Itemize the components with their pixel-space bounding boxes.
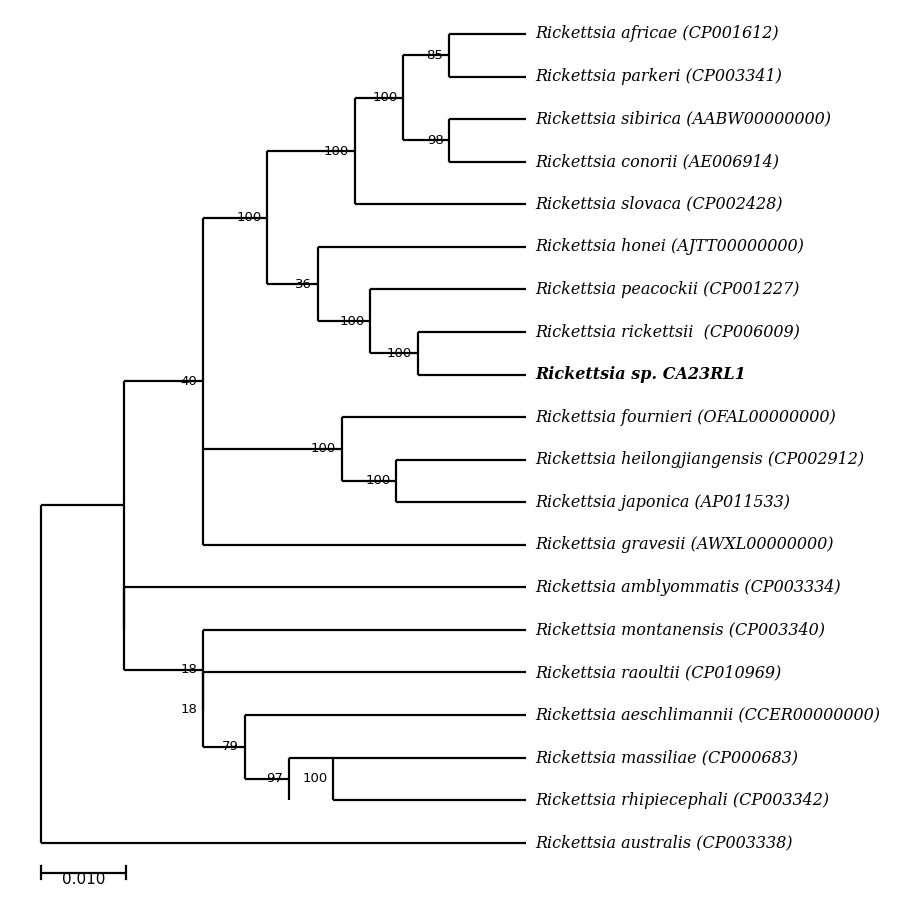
- Text: 100: 100: [339, 315, 365, 328]
- Text: Rickettsia amblyommatis (CP003334): Rickettsia amblyommatis (CP003334): [536, 579, 841, 596]
- Text: Rickettsia sibirica (AABW00000000): Rickettsia sibirica (AABW00000000): [536, 110, 831, 128]
- Text: Rickettsia raoultii (CP010969): Rickettsia raoultii (CP010969): [536, 664, 781, 681]
- Text: 100: 100: [324, 145, 349, 157]
- Text: 100: 100: [365, 474, 391, 488]
- Text: Rickettsia rickettsii  (CP006009): Rickettsia rickettsii (CP006009): [536, 323, 800, 340]
- Text: 18: 18: [181, 664, 197, 676]
- Text: 100: 100: [302, 772, 328, 786]
- Text: Rickettsia aeschlimannii (CCER00000000): Rickettsia aeschlimannii (CCER00000000): [536, 707, 880, 724]
- Text: Rickettsia japonica (AP011533): Rickettsia japonica (AP011533): [536, 494, 790, 511]
- Text: 18: 18: [181, 703, 197, 717]
- Text: Rickettsia australis (CP003338): Rickettsia australis (CP003338): [536, 834, 793, 851]
- Text: 36: 36: [295, 277, 311, 291]
- Text: Rickettsia montanensis (CP003340): Rickettsia montanensis (CP003340): [536, 621, 825, 638]
- Text: Rickettsia slovaca (CP002428): Rickettsia slovaca (CP002428): [536, 196, 783, 213]
- Text: 79: 79: [222, 741, 239, 753]
- Text: Rickettsia fournieri (OFAL00000000): Rickettsia fournieri (OFAL00000000): [536, 409, 836, 426]
- Text: Rickettsia massiliae (CP000683): Rickettsia massiliae (CP000683): [536, 749, 798, 766]
- Text: 97: 97: [266, 772, 284, 786]
- Text: Rickettsia parkeri (CP003341): Rickettsia parkeri (CP003341): [536, 68, 782, 85]
- Text: Rickettsia peacockii (CP001227): Rickettsia peacockii (CP001227): [536, 281, 799, 298]
- Text: 100: 100: [237, 211, 262, 224]
- Text: 100: 100: [310, 443, 337, 455]
- Text: 40: 40: [181, 374, 197, 388]
- Text: Rickettsia africae (CP001612): Rickettsia africae (CP001612): [536, 25, 778, 42]
- Text: Rickettsia rhipiecephali (CP003342): Rickettsia rhipiecephali (CP003342): [536, 792, 829, 809]
- Text: Rickettsia conorii (AE006914): Rickettsia conorii (AE006914): [536, 154, 779, 170]
- Text: 98: 98: [427, 134, 444, 147]
- Text: 85: 85: [427, 48, 444, 62]
- Text: Rickettsia heilongjiangensis (CP002912): Rickettsia heilongjiangensis (CP002912): [536, 451, 864, 468]
- Text: Rickettsia gravesii (AWXL00000000): Rickettsia gravesii (AWXL00000000): [536, 536, 833, 553]
- Text: Rickettsia honei (AJTT00000000): Rickettsia honei (AJTT00000000): [536, 238, 804, 255]
- Text: 100: 100: [373, 92, 398, 104]
- Text: 0.010: 0.010: [62, 873, 105, 887]
- Text: 100: 100: [387, 347, 412, 360]
- Text: Rickettsia sp. CA23RL1: Rickettsia sp. CA23RL1: [536, 366, 746, 383]
